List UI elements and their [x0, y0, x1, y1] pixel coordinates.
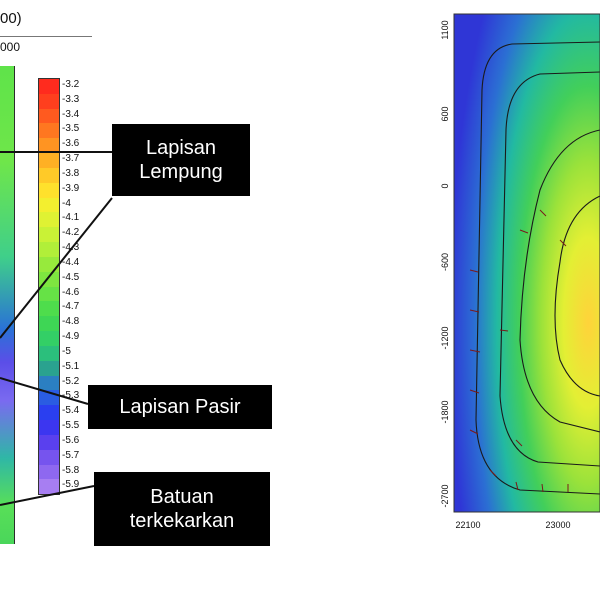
color-scale-tick-label: -5.1 [62, 360, 80, 372]
left-panel-subheader: 000 [0, 40, 21, 54]
y-tick-label: 0 [440, 183, 450, 188]
color-scale-swatch [39, 464, 59, 480]
y-tick-label: -2700 [440, 484, 450, 507]
color-scale-swatch [39, 449, 59, 465]
color-scale-tick-label: -5.3 [62, 390, 80, 402]
color-scale-swatch [39, 123, 59, 139]
color-scale-bar [38, 78, 60, 496]
color-scale-swatch [39, 227, 59, 243]
contour-heatmap [454, 14, 600, 512]
resistivity-profile-strip [0, 66, 15, 544]
color-scale-swatch [39, 79, 59, 94]
color-scale-tick-label: -5.4 [62, 405, 80, 417]
color-scale-swatch [39, 108, 59, 124]
color-scale-tick-label: -5.2 [62, 375, 80, 387]
color-scale-swatch [39, 182, 59, 198]
color-scale-tick-label: -4.9 [62, 331, 80, 343]
contour-plot-frame [453, 13, 600, 513]
color-scale-swatch [39, 360, 59, 376]
color-scale-swatch [39, 420, 59, 435]
header-divider [0, 36, 92, 37]
color-scale-tick-label: -4.4 [62, 256, 80, 268]
left-panel-header: 00) [0, 10, 22, 27]
color-scale-tick-label: -4.5 [62, 271, 80, 283]
color-scale-swatch [39, 153, 59, 168]
contour-lines [475, 41, 600, 495]
contour-line [475, 41, 600, 495]
contour-line [499, 71, 600, 467]
color-scale-swatch [39, 256, 59, 272]
color-scale-swatch [39, 301, 59, 317]
color-scale-swatch [39, 167, 59, 183]
y-tick-label: -1800 [440, 400, 450, 423]
color-scale-tick-label: -3.9 [62, 182, 80, 194]
flow-vectors [469, 209, 569, 493]
color-scale-tick-label: -4.8 [62, 316, 80, 328]
color-scale-swatch [39, 197, 59, 213]
y-tick-label: 600 [440, 106, 450, 121]
color-scale-swatch [39, 331, 59, 346]
color-scale-tick-label: -3.7 [62, 153, 80, 165]
color-scale-swatch [39, 434, 59, 450]
callout-fractured-rock: Batuan terkekarkan [94, 472, 270, 546]
color-scale-tick-label: -3.3 [62, 93, 80, 105]
color-scale-tick-label: -4.1 [62, 212, 80, 224]
color-scale-tick-label: -5.8 [62, 464, 80, 476]
color-scale-tick-label: -5.5 [62, 420, 80, 432]
color-scale-swatch [39, 316, 59, 332]
color-scale-swatch [39, 405, 59, 421]
leader-line-fractured-rock [0, 485, 95, 506]
y-tick-label: 1100 [440, 20, 450, 39]
color-scale-swatch [39, 138, 59, 154]
color-scale-swatch [39, 242, 59, 257]
color-scale-swatch [39, 375, 59, 391]
color-scale-labels: -3.2 -3.3 -3.4 -3.5 -3.6 -3.7 -3.8 -3.9 -4 -4.1 -4… [62, 78, 79, 493]
y-tick-label: -600 [440, 253, 450, 271]
color-scale-tick-label: -4.6 [62, 286, 80, 298]
callout-sand-layer: Lapisan Pasir [88, 385, 272, 429]
color-scale-tick-label: -3.6 [62, 138, 80, 150]
y-tick-label: -1200 [440, 326, 450, 349]
color-scale-tick-label: -3.8 [62, 167, 80, 179]
contour-line [519, 129, 600, 433]
color-scale-tick-label: -5.7 [62, 449, 80, 461]
leader-line-sand [0, 377, 89, 405]
callout-clay-layer: Lapisan Lempung [112, 124, 250, 196]
color-scale-tick-label: -4.3 [62, 242, 80, 254]
x-tick-label: 23000 [545, 520, 570, 530]
color-scale-tick-label: -5.6 [62, 434, 80, 446]
color-scale-swatch [39, 93, 59, 109]
color-scale-swatch [39, 479, 59, 495]
color-scale-tick-label: -5.9 [62, 479, 80, 491]
color-scale-tick-label: -3.4 [62, 108, 80, 120]
color-scale-swatch [39, 286, 59, 302]
color-scale-tick-label: -3.5 [62, 123, 80, 135]
color-scale-tick-label: -4.7 [62, 301, 80, 313]
color-scale-swatch [39, 345, 59, 361]
color-scale-tick-label: -3.2 [62, 79, 80, 90]
color-scale-swatch [39, 212, 59, 228]
color-scale-tick-label: -5 [62, 345, 71, 357]
color-scale-tick-label: -4 [62, 197, 71, 209]
color-scale-tick-label: -4.2 [62, 227, 80, 239]
contour-line [554, 195, 600, 397]
leader-line-clay-diagonal [0, 197, 113, 339]
x-tick-label: 22100 [455, 520, 480, 530]
